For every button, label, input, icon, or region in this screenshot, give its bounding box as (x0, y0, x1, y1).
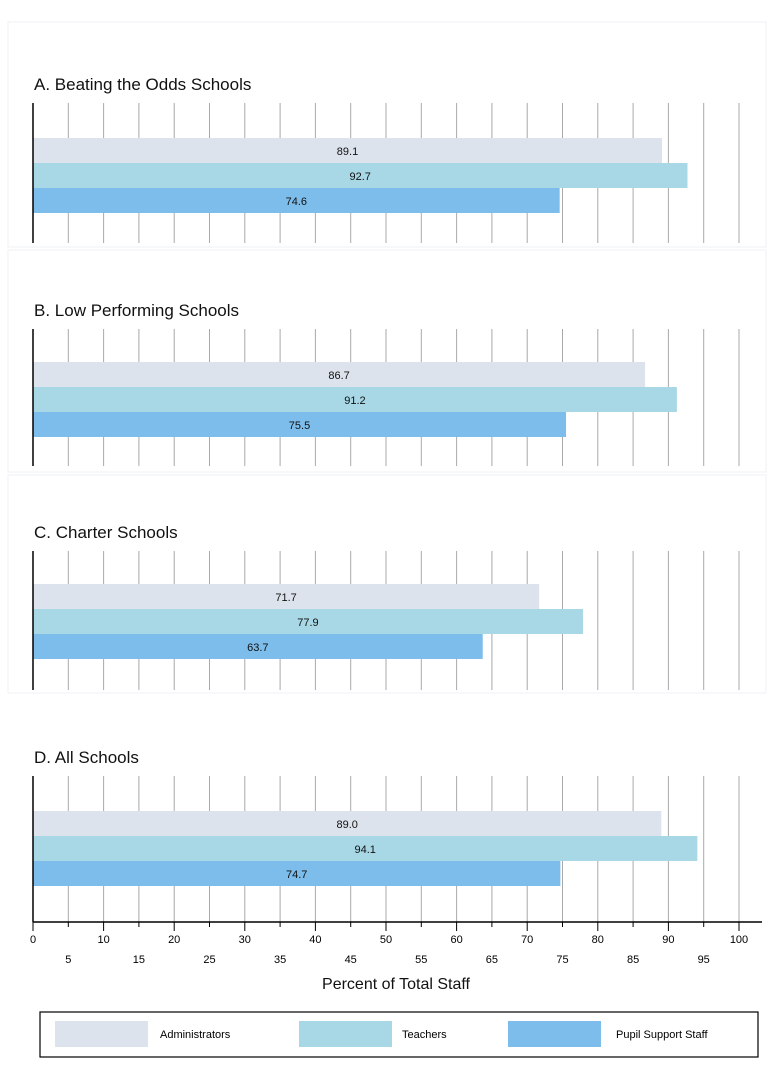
x-tick-label: 0 (30, 934, 36, 946)
x-tick-label: 80 (592, 934, 604, 946)
legend-label: Pupil Support Staff (616, 1029, 708, 1041)
bar-administrators (33, 362, 646, 387)
bar-teachers (33, 609, 583, 634)
bar-value-label: 89.1 (337, 146, 358, 158)
panel-b: B. Low Performing Schools 86.7 91.2 75.5 (7, 249, 767, 473)
panel-c: C. Charter Schools 71.7 77.9 63.7 (7, 474, 767, 694)
x-tick-label: 100 (730, 934, 748, 946)
x-tick-label: 5 (65, 954, 71, 966)
x-tick-label: 20 (168, 934, 180, 946)
bar-pupil-support-staff (33, 634, 483, 659)
bar-value-label: 94.1 (354, 844, 375, 856)
bar-pupil-support-staff (33, 412, 567, 437)
panel-frame (7, 21, 767, 248)
x-axis-title: Percent of Total Staff (322, 976, 471, 993)
bar-administrators (33, 138, 663, 163)
x-tick-label: 65 (486, 954, 498, 966)
legend-label: Administrators (160, 1029, 231, 1041)
bar-administrators (33, 811, 662, 836)
x-tick-label: 55 (415, 954, 427, 966)
legend-box (39, 1011, 759, 1058)
bar-value-label: 91.2 (344, 395, 365, 407)
chart-panels: A. Beating the Odds Schools 89.1 92.7 74.6 B… (7, 21, 767, 922)
legend: Administrators Teachers Pupil Support Staf… (39, 1011, 759, 1058)
legend-swatch (508, 1021, 601, 1047)
legend-swatch (299, 1021, 392, 1047)
x-tick-label: 60 (450, 934, 462, 946)
x-tick-label: 95 (698, 954, 710, 966)
panel-title: C. Charter Schools (34, 523, 178, 542)
x-tick-label: 45 (345, 954, 357, 966)
x-tick-label: 90 (662, 934, 674, 946)
bar-value-label: 92.7 (350, 171, 371, 183)
x-axis: 0 10 20 30 40 50 60 70 80 90 100 5 15 25 35 45 55 65 75 85 9… (30, 921, 762, 966)
bar-value-label: 86.7 (328, 370, 349, 382)
bar-administrators (33, 584, 540, 609)
x-tick-label: 70 (521, 934, 533, 946)
panel-title: B. Low Performing Schools (34, 301, 239, 320)
bar-value-label: 75.5 (289, 420, 310, 432)
x-tick-label: 85 (627, 954, 639, 966)
bar-value-label: 74.7 (286, 869, 307, 881)
bar-teachers (33, 836, 698, 861)
panel-d: D. All Schools 89.0 94.1 74.7 (32, 748, 740, 922)
bar-teachers (33, 163, 688, 188)
legend-label: Teachers (402, 1029, 447, 1041)
panel-a: A. Beating the Odds Schools 89.1 92.7 74.6 (7, 21, 767, 248)
panel-title: A. Beating the Odds Schools (34, 75, 251, 94)
x-tick-label: 10 (97, 934, 109, 946)
x-tick-label: 40 (309, 934, 321, 946)
bar-pupil-support-staff (33, 188, 560, 213)
bar-pupil-support-staff (33, 861, 561, 886)
bar-teachers (33, 387, 677, 412)
x-tick-label: 75 (556, 954, 568, 966)
bar-value-label: 71.7 (275, 592, 296, 604)
x-tick-label: 50 (380, 934, 392, 946)
x-tick-label: 15 (133, 954, 145, 966)
bar-value-label: 74.6 (286, 196, 307, 208)
x-tick-label: 25 (203, 954, 215, 966)
x-tick-label: 35 (274, 954, 286, 966)
panel-frame (7, 249, 767, 473)
bar-value-label: 77.9 (297, 617, 318, 629)
legend-swatch (55, 1021, 148, 1047)
panel-title: D. All Schools (34, 748, 139, 767)
x-tick-label: 30 (239, 934, 251, 946)
bar-value-label: 63.7 (247, 642, 268, 654)
bar-value-label: 89.0 (336, 819, 357, 831)
